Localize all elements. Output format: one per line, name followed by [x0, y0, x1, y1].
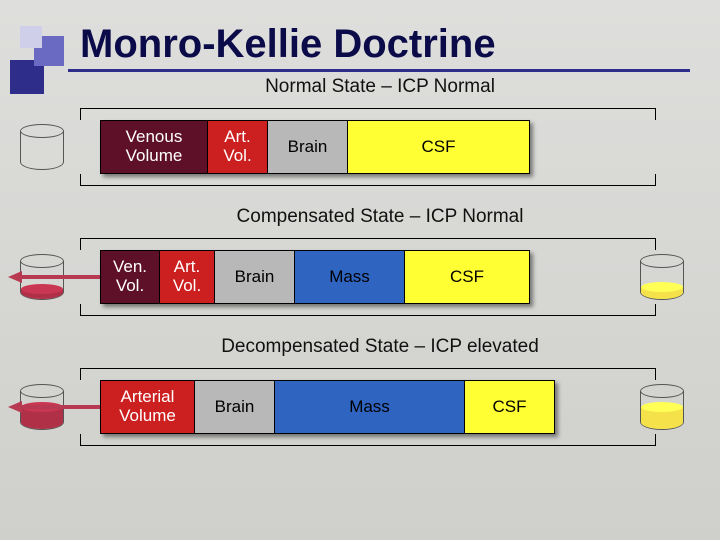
state-row: Venous VolumeArt. Vol.BrainCSF — [80, 108, 680, 186]
segment-arterial: Arterial Volume — [100, 380, 195, 434]
segment-venous: Venous Volume — [100, 120, 208, 174]
segment-brain: Brain — [215, 250, 295, 304]
segment-csf: CSF — [465, 380, 555, 434]
segment-brain: Brain — [268, 120, 348, 174]
segment-venous: Ven. Vol. — [100, 250, 160, 304]
bracket-top — [80, 108, 656, 120]
title-underline — [68, 69, 690, 72]
compartment-bar: Ven. Vol.Art. Vol.BrainMassCSF — [100, 250, 530, 304]
segment-csf: CSF — [405, 250, 530, 304]
bracket-top — [80, 238, 656, 250]
compartment-bar: Venous VolumeArt. Vol.BrainCSF — [100, 120, 530, 174]
outflow-arrow-icon — [8, 272, 100, 282]
right-cylinder-icon — [640, 254, 684, 300]
section-label: Compensated State – ICP Normal — [80, 206, 680, 228]
bracket-top — [80, 368, 656, 380]
right-cylinder-icon — [640, 384, 684, 430]
segment-mass: Mass — [295, 250, 405, 304]
state-row: Ven. Vol.Art. Vol.BrainMassCSF — [80, 238, 680, 316]
segment-arterial: Art. Vol. — [208, 120, 268, 174]
bracket-bottom — [80, 304, 656, 316]
segment-brain: Brain — [195, 380, 275, 434]
slide-content: Monro-Kellie Doctrine Normal State – ICP… — [0, 0, 720, 540]
segment-mass: Mass — [275, 380, 465, 434]
bracket-bottom — [80, 434, 656, 446]
page-title: Monro-Kellie Doctrine — [80, 22, 680, 67]
section-label: Normal State – ICP Normal — [80, 76, 680, 98]
segment-csf: CSF — [348, 120, 530, 174]
compartment-bar: Arterial VolumeBrainMassCSF — [100, 380, 555, 434]
left-cylinder-icon — [20, 124, 64, 170]
state-row: Arterial VolumeBrainMassCSF — [80, 368, 680, 446]
segment-arterial: Art. Vol. — [160, 250, 215, 304]
section-label: Decompensated State – ICP elevated — [80, 336, 680, 358]
bracket-bottom — [80, 174, 656, 186]
outflow-arrow-icon — [8, 402, 100, 412]
